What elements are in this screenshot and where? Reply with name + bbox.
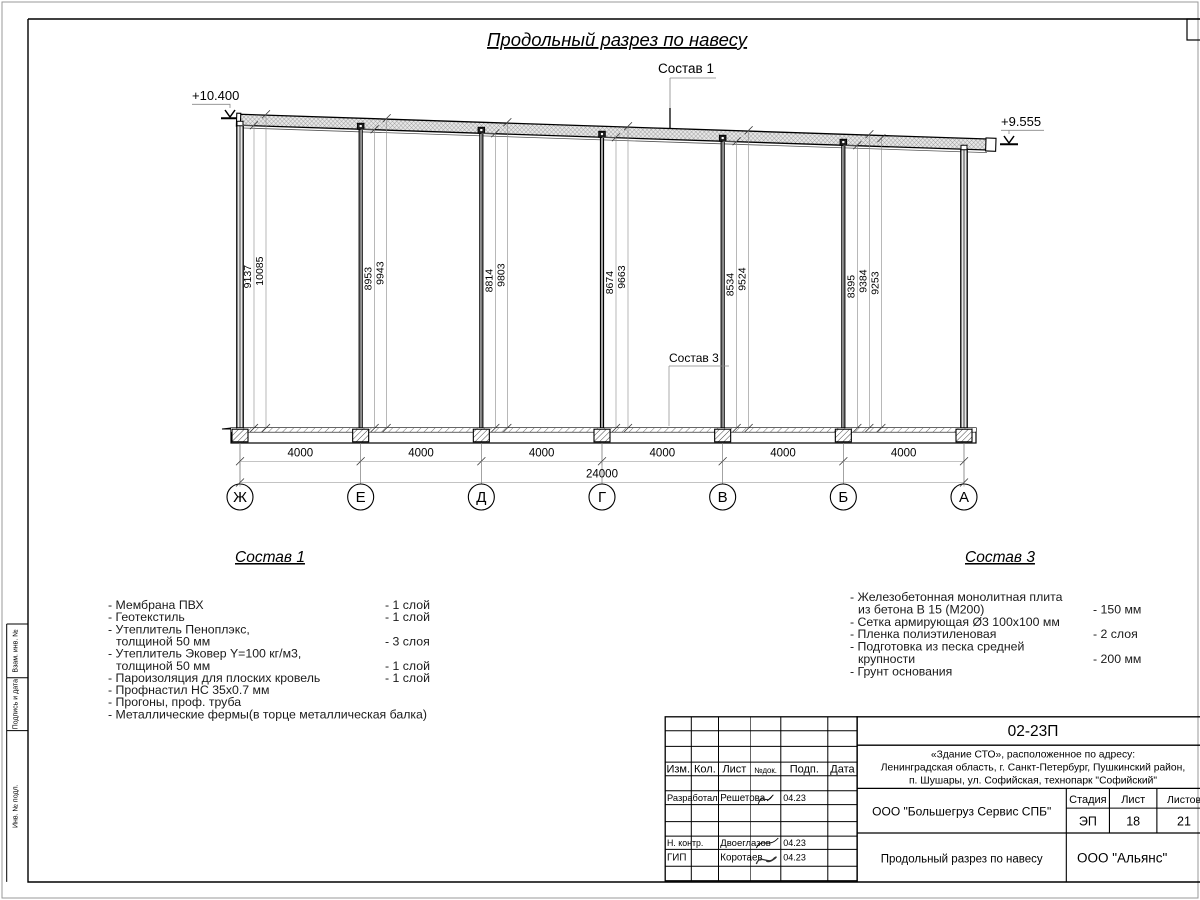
- svg-text:9384: 9384: [857, 269, 869, 293]
- svg-text:Изм.: Изм.: [666, 763, 690, 775]
- svg-text:4000: 4000: [408, 447, 434, 459]
- svg-text:ЭП: ЭП: [1079, 815, 1097, 829]
- svg-text:Б: Б: [838, 489, 848, 506]
- svg-text:Состав 3: Состав 3: [669, 351, 719, 365]
- svg-text:4000: 4000: [891, 447, 917, 459]
- svg-text:02-23П: 02-23П: [1008, 723, 1059, 740]
- svg-text:- Грунт основания: - Грунт основания: [850, 664, 952, 678]
- svg-text:Е: Е: [356, 489, 366, 506]
- svg-text:8814: 8814: [483, 269, 495, 293]
- svg-text:№док.: №док.: [754, 766, 777, 775]
- svg-text:ГИП: ГИП: [667, 853, 686, 864]
- svg-text:+9.555: +9.555: [1001, 114, 1041, 129]
- svg-text:4000: 4000: [529, 447, 555, 459]
- svg-text:04.23: 04.23: [783, 793, 806, 803]
- svg-text:Разработал: Разработал: [667, 793, 718, 803]
- svg-text:Продольный разрез по навесу: Продольный разрез по навесу: [487, 29, 749, 50]
- svg-text:- 2 слоя: - 2 слоя: [1093, 627, 1138, 641]
- svg-text:Кол.: Кол.: [694, 763, 716, 775]
- svg-text:Состав 3: Состав 3: [965, 549, 1035, 566]
- svg-text:Листов: Листов: [1167, 794, 1200, 806]
- svg-text:- Металлические фермы(в торце: - Металлические фермы(в торце металличес…: [108, 707, 427, 721]
- svg-text:8953: 8953: [363, 267, 375, 291]
- svg-text:4000: 4000: [288, 447, 314, 459]
- svg-text:Подп.: Подп.: [790, 763, 819, 775]
- svg-text:Коротаев: Коротаев: [720, 853, 762, 864]
- svg-text:Подпись и дата: Подпись и дата: [12, 679, 19, 729]
- svg-text:4000: 4000: [770, 447, 796, 459]
- svg-text:Состав 1: Состав 1: [235, 549, 305, 566]
- svg-text:Продольный разрез по навесу: Продольный разрез по навесу: [881, 853, 1043, 865]
- svg-text:Стадия: Стадия: [1069, 794, 1107, 806]
- svg-text:ООО "Большегруз Сервис СПБ": ООО "Большегруз Сервис СПБ": [872, 805, 1051, 819]
- svg-text:18: 18: [1126, 815, 1140, 829]
- svg-text:- 3 слоя: - 3 слоя: [385, 634, 430, 648]
- svg-text:Г: Г: [598, 489, 606, 506]
- svg-text:Лист: Лист: [1121, 794, 1145, 806]
- svg-text:9137: 9137: [242, 265, 254, 289]
- svg-text:А: А: [959, 489, 969, 506]
- svg-text:9524: 9524: [737, 267, 749, 291]
- svg-text:ООО "Альянс": ООО "Альянс": [1077, 850, 1167, 865]
- svg-text:п. Шушары, ул. Софийская, техн: п. Шушары, ул. Софийская, технопарк "Соф…: [909, 774, 1157, 786]
- svg-text:9943: 9943: [375, 261, 387, 285]
- svg-text:В: В: [718, 489, 728, 506]
- svg-text:Двоеглазов: Двоеглазов: [720, 838, 771, 849]
- svg-text:- 1 слой: - 1 слой: [385, 610, 430, 624]
- svg-text:- 150 мм: - 150 мм: [1093, 602, 1141, 616]
- svg-text:04.23: 04.23: [783, 838, 806, 848]
- svg-text:«Здание СТО», расположенное по: «Здание СТО», расположенное по адресу:: [931, 749, 1135, 760]
- svg-text:Взам. инв. №: Взам. инв. №: [12, 629, 19, 672]
- svg-text:9253: 9253: [869, 271, 881, 295]
- svg-text:Инв. № подл.: Инв. № подл.: [12, 784, 19, 828]
- svg-text:Д: Д: [476, 489, 486, 506]
- svg-text:Ленинградская область, г. Санк: Ленинградская область, г. Санкт-Петербур…: [881, 761, 1185, 773]
- svg-text:Дата: Дата: [830, 763, 855, 775]
- svg-text:Состав 1: Состав 1: [658, 61, 714, 76]
- svg-text:21: 21: [1177, 815, 1191, 829]
- svg-text:24000: 24000: [586, 469, 618, 481]
- svg-text:Ж: Ж: [233, 489, 247, 506]
- svg-text:8674: 8674: [604, 271, 616, 295]
- svg-text:+10.400: +10.400: [192, 88, 239, 103]
- svg-text:9663: 9663: [616, 265, 628, 289]
- svg-text:10085: 10085: [254, 256, 266, 285]
- svg-text:4000: 4000: [650, 447, 676, 459]
- svg-text:8534: 8534: [725, 273, 737, 297]
- svg-text:Н. контр.: Н. контр.: [667, 838, 703, 848]
- svg-text:9803: 9803: [495, 263, 507, 287]
- svg-text:04.23: 04.23: [783, 853, 806, 863]
- svg-text:8395: 8395: [845, 275, 857, 299]
- svg-text:- 200 мм: - 200 мм: [1093, 652, 1141, 666]
- svg-text:- 1 слой: - 1 слой: [385, 671, 430, 685]
- svg-text:Лист: Лист: [722, 763, 746, 775]
